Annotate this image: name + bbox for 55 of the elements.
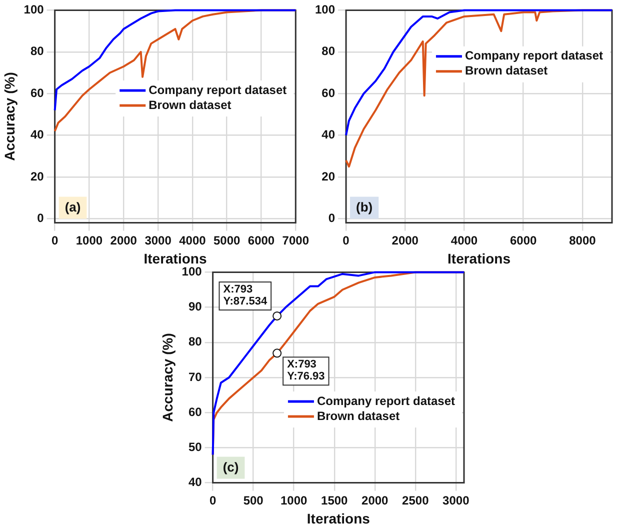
- y-tick-label: 70: [188, 370, 202, 384]
- x-tick-label: 1000: [76, 233, 103, 248]
- y-tick-label: 50: [188, 440, 202, 454]
- y-tick-label: 80: [188, 334, 202, 349]
- y-tick-label: 60: [30, 86, 44, 100]
- legend-label: Company report dataset: [464, 48, 604, 63]
- y-tick-label: 100: [24, 2, 44, 17]
- y-tick-label: 80: [322, 44, 336, 58]
- x-tick-label: 3000: [442, 493, 470, 508]
- legend-label: Brown dataset: [148, 98, 232, 112]
- y-tick-label: 40: [188, 475, 202, 490]
- x-tick-label: 2000: [110, 233, 138, 248]
- y-tick-label: 20: [322, 169, 336, 184]
- legend-label: Company report dataset: [148, 82, 287, 97]
- x-tick-label: 1500: [321, 493, 348, 508]
- annotation: X:793 Y:76.93: [287, 358, 325, 383]
- x-tick-label: 0: [51, 233, 58, 248]
- x-tick-label: 6000: [510, 233, 538, 248]
- annotation: X:793 Y:87.534: [223, 283, 268, 308]
- y-axis-title: Accuracy (%): [159, 333, 176, 422]
- legend-label: Company report dataset: [316, 394, 456, 408]
- y-tick-label: 80: [30, 44, 44, 58]
- y-tick-label: 60: [188, 404, 202, 419]
- y-tick-label: 100: [314, 2, 336, 17]
- x-tick-label: 7000: [282, 233, 310, 248]
- x-tick-label: 2000: [392, 233, 419, 248]
- y-tick-label: 0: [328, 210, 336, 225]
- x-axis-title: Iterations: [306, 510, 370, 526]
- y-tick-label: 40: [322, 128, 336, 142]
- x-tick-label: 8000: [569, 233, 596, 248]
- y-tick-label: 20: [30, 169, 44, 184]
- x-tick-label: 6000: [248, 233, 275, 248]
- y-tick-label: 60: [322, 86, 336, 100]
- x-tick-label: 0: [342, 233, 350, 248]
- legend-label: Brown dataset: [316, 408, 400, 423]
- x-tick-label: 5000: [213, 233, 241, 248]
- x-tick-label: 3000: [144, 233, 172, 248]
- x-tick-label: 2000: [362, 493, 389, 508]
- x-tick-label: 500: [243, 493, 264, 508]
- y-axis-title: Accuracy (%): [1, 72, 18, 161]
- y-tick-label: 0: [37, 210, 44, 225]
- annotation: (b): [356, 199, 373, 214]
- x-tick-label: 0: [209, 493, 216, 508]
- x-tick-label: 2500: [402, 493, 430, 508]
- annotation: (c): [222, 459, 239, 474]
- x-axis-title: Iterations: [144, 250, 207, 266]
- y-tick-label: 90: [188, 300, 202, 314]
- x-tick-label: 1000: [280, 493, 308, 508]
- x-tick-label: 4000: [179, 233, 206, 248]
- y-tick-label: 40: [30, 128, 44, 142]
- legend-label: Brown dataset: [464, 64, 548, 78]
- x-axis-title: Iterations: [448, 250, 511, 266]
- x-tick-label: 4000: [450, 233, 478, 248]
- annotation: (a): [64, 199, 81, 214]
- y-tick-label: 100: [182, 264, 202, 279]
